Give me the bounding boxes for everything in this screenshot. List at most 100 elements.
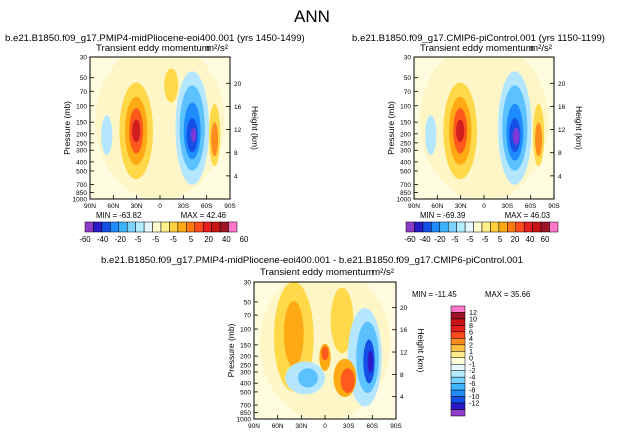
colorbar-label: 12 — [469, 308, 477, 317]
y-tick-label: 150 — [400, 120, 411, 127]
colorbar-swatch — [202, 221, 212, 233]
y-tick-label: 30 — [244, 280, 252, 287]
colorbar-label: -1 — [469, 360, 475, 369]
colorbar-label: -5 — [467, 235, 475, 244]
page-title: ANN — [294, 7, 330, 26]
contour-region-12 — [340, 368, 355, 393]
contour-panel-2: b.e21.B1850.f09_g17.CMIP6-piControl.001 … — [352, 33, 605, 220]
contour-region-6 — [298, 368, 318, 388]
colorbar-swatch — [450, 363, 466, 371]
contour-region-12 — [211, 122, 219, 157]
colorbar-label: 6 — [469, 327, 473, 336]
x-tick-label: 60S — [367, 423, 379, 430]
colorbar-swatch — [464, 221, 474, 233]
y-tick-label: 500 — [76, 168, 87, 175]
colorbar-label: 20 — [204, 235, 213, 244]
colorbar-label: 2 — [469, 340, 473, 349]
colorbar-swatch — [450, 402, 466, 410]
y-tick-label: 250 — [76, 140, 87, 147]
y2-tick-label: 8 — [234, 150, 238, 157]
colorbar-swatch — [450, 344, 466, 352]
y-tick-label: 1000 — [237, 417, 252, 424]
y-tick-label: 1000 — [73, 197, 88, 204]
colorbar-label: -8 — [469, 386, 475, 395]
max-label: MAX = 42.46 — [181, 211, 226, 220]
y-tick-label: 300 — [240, 369, 251, 376]
panel-units: m²/s² — [372, 267, 395, 278]
y-tick-label: 50 — [244, 299, 252, 306]
y2-tick-label: 20 — [558, 81, 566, 88]
x-tick-label: 90S — [390, 423, 402, 430]
y-tick-label: 400 — [400, 159, 411, 166]
colorbar-label: -60 — [404, 235, 416, 244]
colorbar-label: 1 — [469, 347, 473, 356]
colorbar-label: -10 — [469, 392, 479, 401]
colorbar-label: -20 — [434, 235, 446, 244]
colorbar-label: -20 — [115, 235, 127, 244]
contour-panel-3: b.e21.B1850.f09_g17.PMIP4-midPliocene-eo… — [101, 255, 530, 430]
colorbar-swatch — [456, 221, 466, 233]
x-tick-label: 60S — [201, 203, 213, 210]
y-axis-label: Pressure (mb) — [62, 101, 72, 155]
contour-field — [254, 282, 396, 419]
x-tick-label: 0 — [482, 203, 486, 210]
panel-title: Transient eddy momentum — [260, 267, 374, 278]
colorbar-swatch — [422, 221, 432, 233]
colorbar-label: -40 — [419, 235, 431, 244]
x-tick-label: 30S — [178, 203, 190, 210]
x-tick-label: 60N — [107, 203, 119, 210]
colorbar-swatch — [118, 221, 128, 233]
colorbar-label: -5 — [482, 235, 490, 244]
y2-tick-label: 4 — [400, 394, 404, 401]
colorbar-label: 40 — [222, 235, 231, 244]
colorbar-swatch — [110, 221, 120, 233]
y-tick-label: 1000 — [397, 197, 412, 204]
colorbar-swatch — [473, 221, 483, 233]
y-tick-label: 30 — [404, 55, 412, 62]
colorbar-swatch — [523, 221, 533, 233]
y-tick-label: 30 — [80, 55, 88, 62]
colorbar-label: -5 — [170, 235, 178, 244]
contour-region-10 — [512, 128, 520, 146]
colorbar-swatch — [439, 221, 449, 233]
colorbar-swatch — [450, 376, 466, 384]
y-tick-label: 500 — [400, 168, 411, 175]
colorbar-label: -6 — [469, 379, 475, 388]
y2-axis-label: Height (km) — [250, 106, 260, 150]
colorbar-swatch — [194, 221, 204, 233]
y-tick-label: 500 — [240, 389, 251, 396]
contour-region-13 — [425, 115, 437, 155]
panel-units: m²/s² — [530, 43, 553, 54]
colorbar-swatch — [228, 221, 238, 233]
colorbar-swatch — [490, 221, 500, 233]
colorbar-swatch — [143, 221, 153, 233]
y2-tick-label: 12 — [400, 350, 408, 357]
colorbar-swatch — [169, 221, 179, 233]
contour-region-14 — [164, 68, 179, 103]
colorbar-label: 5 — [498, 235, 503, 244]
y2-tick-label: 16 — [558, 104, 566, 111]
contour-region-4 — [330, 287, 354, 354]
colorbar-label: -5 — [152, 235, 160, 244]
y-tick-label: 300 — [76, 148, 87, 155]
y-tick-label: 200 — [76, 131, 87, 138]
colorbar-swatch — [450, 351, 466, 359]
y-tick-label: 400 — [76, 159, 87, 166]
x-tick-label: 30N — [131, 203, 143, 210]
colorbar-swatch — [450, 389, 466, 397]
contour-region-13 — [101, 115, 113, 155]
max-label: MAX = 35.66 — [485, 290, 530, 299]
colorbar-label: 20 — [511, 235, 520, 244]
y2-tick-label: 20 — [400, 305, 408, 312]
colorbar-swatch — [549, 221, 559, 233]
contour-panel-1: b.e21.B1850.f09_g17.PMIP4-midPliocene-eo… — [5, 33, 305, 220]
y2-axis-label: Height (km) — [574, 106, 584, 150]
y2-tick-label: 16 — [400, 327, 408, 334]
colorbar-swatch — [152, 221, 162, 233]
y-axis-label: Pressure (mb) — [386, 101, 396, 155]
colorbar-swatch — [450, 409, 466, 417]
colorbar-label: 40 — [526, 235, 535, 244]
colorbar-swatch — [450, 338, 466, 346]
y-tick-label: 70 — [80, 89, 88, 96]
colorbar-label: -2 — [469, 366, 475, 375]
